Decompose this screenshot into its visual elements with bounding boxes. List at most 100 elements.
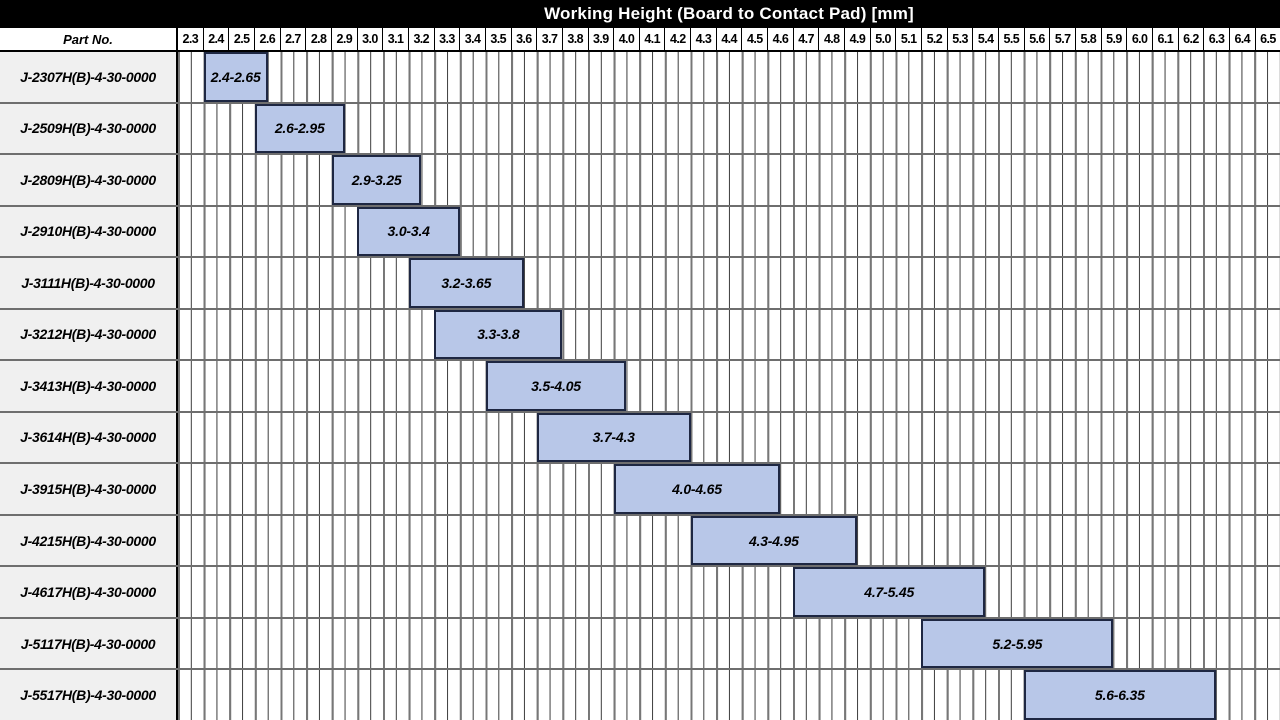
axis-tick: 4.1 [638, 28, 665, 50]
working-height-range-bar: 3.0-3.4 [357, 206, 460, 257]
axis-tick: 5.8 [1074, 28, 1101, 50]
part-number-cell: J-3111H(B)-4-30-0000 [0, 258, 178, 308]
working-height-range-bar: 2.6-2.95 [254, 103, 345, 154]
working-height-range-bar: 5.2-5.95 [921, 618, 1114, 669]
row-grid: 4.3-4.95 [178, 515, 1280, 566]
axis-tick: 5.2 [921, 28, 947, 50]
table-row: J-3915H(B)-4-30-0000 4.0-4.65 [0, 462, 1280, 514]
axis-tick: 3.0 [356, 28, 383, 50]
chart-title-bar: Working Height (Board to Contact Pad) [m… [0, 0, 1280, 28]
working-height-range-bar: 5.6-6.35 [1023, 670, 1216, 720]
table-row: J-3111H(B)-4-30-0000 3.2-3.65 [0, 256, 1280, 308]
table-row: J-2910H(B)-4-30-0000 3.0-3.4 [0, 204, 1280, 257]
axis-tick: 3.3 [433, 28, 460, 50]
part-number-cell: J-3212H(B)-4-30-0000 [0, 309, 178, 360]
working-height-range-bar: 3.3-3.8 [434, 309, 563, 360]
row-grid: 3.7-4.3 [178, 412, 1280, 463]
axis-tick: 2.5 [228, 28, 254, 50]
working-height-range-bar: 2.4-2.65 [203, 52, 268, 102]
table-row: J-2809H(B)-4-30-0000 2.9-3.25 [0, 153, 1280, 205]
part-number-cell: J-3413H(B)-4-30-0000 [0, 361, 178, 411]
row-grid: 4.7-5.45 [178, 567, 1280, 617]
table-row: J-4617H(B)-4-30-0000 4.7-5.45 [0, 565, 1280, 617]
axis-tick: 3.4 [459, 28, 485, 50]
row-grid: 3.3-3.8 [178, 309, 1280, 360]
working-height-range-bar: 3.2-3.65 [408, 258, 524, 308]
part-number-cell: J-2509H(B)-4-30-0000 [0, 103, 178, 154]
row-grid: 3.0-3.4 [178, 206, 1280, 257]
working-height-range-bar: 4.0-4.65 [613, 464, 781, 514]
axis-tick: 6.1 [1151, 28, 1178, 50]
part-number-cell: J-2910H(B)-4-30-0000 [0, 206, 178, 257]
row-grid: 2.6-2.95 [178, 103, 1280, 154]
working-height-range-bar: 3.5-4.05 [485, 361, 627, 411]
axis-tick: 4.5 [741, 28, 767, 50]
row-grid: 2.9-3.25 [178, 155, 1280, 205]
table-row: J-2509H(B)-4-30-0000 2.6-2.95 [0, 101, 1280, 154]
axis-tick: 4.8 [818, 28, 844, 50]
axis-tick: 3.7 [536, 28, 562, 50]
part-number-cell: J-4617H(B)-4-30-0000 [0, 567, 178, 617]
axis-tick: 3.2 [407, 28, 434, 50]
axis-tick: 5.0 [869, 28, 896, 50]
axis-tick: 3.6 [510, 28, 537, 50]
axis-tick: 6.0 [1126, 28, 1152, 50]
part-number-cell: J-5517H(B)-4-30-0000 [0, 670, 178, 720]
part-number-cell: J-2307H(B)-4-30-0000 [0, 52, 178, 102]
part-number-cell: J-5117H(B)-4-30-0000 [0, 618, 178, 669]
row-grid: 3.2-3.65 [178, 258, 1280, 308]
table-row: J-3614H(B)-4-30-0000 3.7-4.3 [0, 410, 1280, 463]
axis-tick: 6.3 [1203, 28, 1229, 50]
axis-tick: 3.5 [484, 28, 511, 50]
table-row: J-5517H(B)-4-30-0000 5.6-6.35 [0, 668, 1280, 720]
table-row: J-3413H(B)-4-30-0000 3.5-4.05 [0, 359, 1280, 411]
axis-tick: 4.3 [690, 28, 716, 50]
axis-tick: 4.9 [844, 28, 870, 50]
axis-tick: 5.3 [946, 28, 973, 50]
table-row: J-3212H(B)-4-30-0000 3.3-3.8 [0, 307, 1280, 360]
part-number-cell: J-3915H(B)-4-30-0000 [0, 464, 178, 514]
row-grid: 5.2-5.95 [178, 618, 1280, 669]
axis-tick: 4.4 [715, 28, 742, 50]
axis-tick: 3.9 [587, 28, 614, 50]
axis-tick: 4.6 [767, 28, 793, 50]
working-height-range-bar: 3.7-4.3 [536, 412, 691, 463]
working-height-range-bar: 4.7-5.45 [793, 567, 986, 617]
axis-tick: 3.8 [561, 28, 588, 50]
axis-tick: 5.6 [1023, 28, 1050, 50]
axis-tick: 4.7 [792, 28, 819, 50]
row-grid: 2.4-2.65 [178, 52, 1280, 102]
table-row: J-5117H(B)-4-30-0000 5.2-5.95 [0, 616, 1280, 669]
rows-container: J-2307H(B)-4-30-0000 2.4-2.65 J-2509H(B)-4… [0, 52, 1280, 720]
working-height-range-bar: 2.9-3.25 [331, 155, 422, 205]
axis-tick: 2.9 [330, 28, 357, 50]
table-row: J-4215H(B)-4-30-0000 4.3-4.95 [0, 513, 1280, 566]
axis-header-row: Part No. 2.3 2.4 2.5 2.6 2.7 2.8 2.9 3.0 3.1 3.2 3… [0, 28, 1280, 52]
axis-tick: 2.7 [279, 28, 306, 50]
axis-tick: 2.3 [182, 32, 199, 46]
part-number-cell: J-2809H(B)-4-30-0000 [0, 155, 178, 205]
part-no-column-header: Part No. [0, 28, 178, 50]
row-grid: 4.0-4.65 [178, 464, 1280, 514]
axis-tick: 5.9 [1100, 28, 1127, 50]
axis-tick: 3.1 [382, 28, 408, 50]
axis-tick: 4.0 [613, 28, 639, 50]
row-grid: 3.5-4.05 [178, 361, 1280, 411]
axis-tick: 6.2 [1177, 28, 1204, 50]
axis-tick: 2.6 [253, 28, 280, 50]
axis-tick: 2.4 [202, 28, 229, 50]
axis-tick: 4.2 [664, 28, 690, 50]
axis-tick: 6.4 [1228, 28, 1255, 50]
row-grid: 5.6-6.35 [178, 670, 1280, 720]
part-number-cell: J-3614H(B)-4-30-0000 [0, 412, 178, 463]
chart-title: Working Height (Board to Contact Pad) [m… [544, 4, 914, 23]
axis-tick: 5.5 [998, 28, 1024, 50]
axis-ticks: 2.3 2.4 2.5 2.6 2.7 2.8 2.9 3.0 3.1 3.2 3.3 3.4 3.5 3… [178, 28, 1280, 50]
table-row: J-2307H(B)-4-30-0000 2.4-2.65 [0, 52, 1280, 102]
axis-tick: 2.8 [305, 28, 331, 50]
axis-tick: 5.4 [972, 28, 998, 50]
part-number-cell: J-4215H(B)-4-30-0000 [0, 515, 178, 566]
axis-tick: 6.5 [1254, 28, 1280, 50]
working-height-range-bar: 4.3-4.95 [690, 515, 858, 566]
